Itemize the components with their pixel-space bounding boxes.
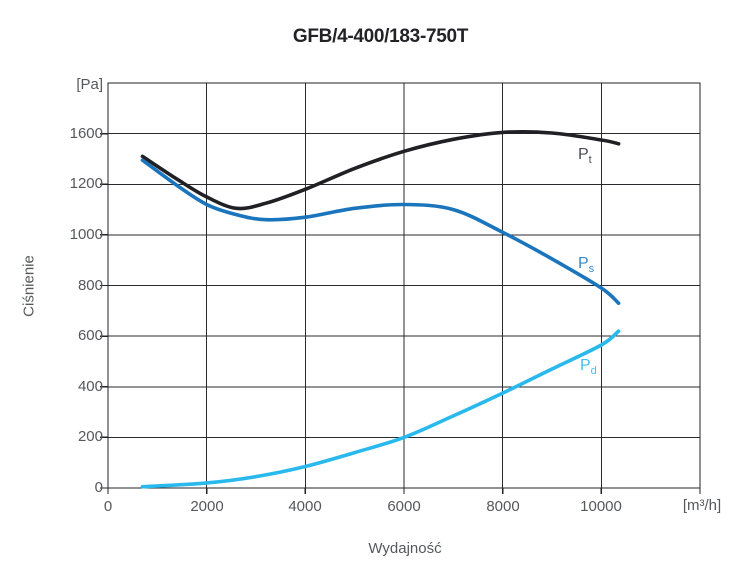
y-axis-title: Ciśnienie xyxy=(20,255,38,317)
pt-label-letter: P xyxy=(578,146,589,163)
x-tick-label: 0 xyxy=(103,498,113,515)
x-tick-label: 2000 xyxy=(190,498,224,515)
axis-tick-marks xyxy=(100,132,701,494)
y-tick-label: 0 xyxy=(94,479,103,496)
ps-curve-label: Ps xyxy=(578,255,594,275)
ps-label-sub: s xyxy=(588,263,595,276)
y-tick-label: 400 xyxy=(77,378,103,395)
y-tick-label: 1200 xyxy=(69,175,103,192)
x-axis-unit: [m³/h] xyxy=(682,497,722,514)
y-tick-label: 600 xyxy=(77,327,103,344)
ps-label-letter: P xyxy=(578,255,589,272)
x-axis-title: Wydajność xyxy=(368,540,442,557)
pd-label-letter: P xyxy=(580,357,591,374)
y-tick-label: 1000 xyxy=(69,226,103,243)
y-tick-label: 200 xyxy=(77,428,103,445)
page-title: GFB/4-400/183-750T xyxy=(292,26,469,47)
ps-curve xyxy=(140,158,621,305)
pd-curve-label: Pd xyxy=(580,357,597,377)
pd-label-sub: d xyxy=(590,365,597,378)
x-tick-label: 6000 xyxy=(387,498,421,515)
pt-curve xyxy=(140,129,621,211)
x-tick-label: 10000 xyxy=(580,498,622,515)
y-tick-label: 800 xyxy=(77,277,103,294)
grid-lines xyxy=(107,82,701,489)
pd-curve xyxy=(140,329,621,489)
x-tick-label: 4000 xyxy=(288,498,322,515)
pt-curve-label: Pt xyxy=(578,146,592,166)
pt-label-sub: t xyxy=(588,154,592,167)
y-axis-unit: [Pa] xyxy=(76,76,103,93)
y-tick-label: 1600 xyxy=(69,125,103,142)
x-tick-label: 8000 xyxy=(486,498,520,515)
